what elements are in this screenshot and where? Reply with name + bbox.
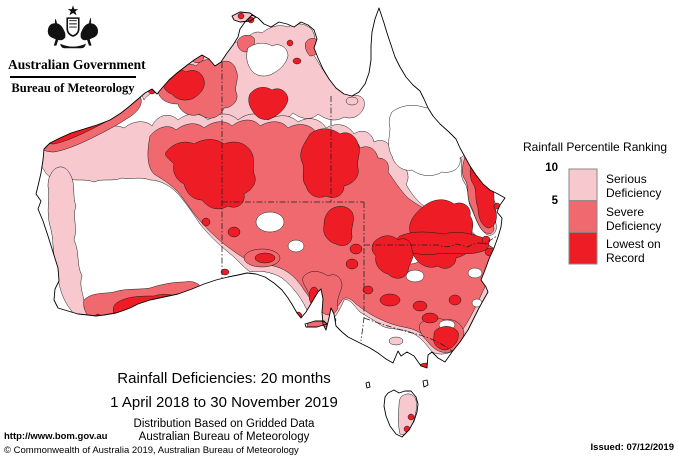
deficiency-spot xyxy=(220,268,230,276)
region-lowest-nsw xyxy=(371,235,414,279)
border-nsw-vic xyxy=(363,317,453,352)
border-qld-nsw xyxy=(364,235,498,248)
legend-swatch-lowest xyxy=(568,231,598,265)
government-title: Australian Government xyxy=(8,57,146,72)
region-severe-sa-gulfs xyxy=(302,271,343,316)
state-borders xyxy=(221,62,498,352)
deficiency-spot xyxy=(362,285,374,295)
deficiency-spot xyxy=(448,294,462,306)
legend-label-serious: Serious Deficiency xyxy=(606,172,662,200)
hole-spot xyxy=(255,211,285,233)
deficiency-spot xyxy=(412,300,428,312)
legend-label-lowest: Lowest on Record xyxy=(606,237,661,265)
legend-label-severe: Severe Deficiency xyxy=(606,205,662,233)
deficiency-spot xyxy=(379,293,401,307)
legend-title: Rainfall Percentile Ranking xyxy=(523,140,668,154)
caption-period: 1 April 2018 to 30 November 2019 xyxy=(110,394,338,411)
region-lowest-central-wa xyxy=(165,139,256,210)
footer-issued-date: Issued: 07/12/2019 xyxy=(590,442,674,453)
deficiency-spot xyxy=(237,12,245,20)
deficiency-spot xyxy=(94,313,102,321)
hole-top-end xyxy=(246,43,289,77)
deficiency-spot xyxy=(421,312,439,324)
header-branding: Australian Government Bureau of Meteorol… xyxy=(8,4,146,96)
hole-spot xyxy=(467,267,483,279)
deficiency-spot xyxy=(345,258,359,270)
map-caption: Rainfall Deficiencies: 20 months 1 April… xyxy=(74,370,374,444)
bureau-title: Bureau of Meteorology xyxy=(11,80,135,95)
deficiency-spot xyxy=(147,85,157,95)
region-lowest-nt xyxy=(300,128,360,198)
deficiency-spot xyxy=(254,252,276,264)
region-lowest-nt-qld-link xyxy=(323,206,354,246)
footer-copyright: © Commonwealth of Australia 2019, Austra… xyxy=(4,445,299,456)
deficiency-spot xyxy=(201,217,211,227)
footer-url: http://www.bom.gov.au xyxy=(4,431,108,442)
hole-spot xyxy=(405,269,425,283)
legend-color-bar xyxy=(568,168,598,265)
legend-swatch-severe xyxy=(568,200,598,233)
deficiency-regions xyxy=(38,11,504,435)
deficiency-spot xyxy=(349,243,363,255)
deficiency-spot xyxy=(227,226,241,238)
region-lowest-kimberley xyxy=(163,69,205,101)
legend-swatch-serious xyxy=(568,168,598,202)
deficiency-spot xyxy=(407,413,415,421)
deficiency-spot xyxy=(286,39,294,47)
deficiency-spot xyxy=(308,286,320,306)
legend-tick-5: 5 xyxy=(551,195,558,207)
legend-tick-10: 10 xyxy=(545,162,558,174)
branding-divider xyxy=(10,76,136,78)
hole-central-qld xyxy=(388,104,472,176)
deficiency-spot xyxy=(293,311,303,321)
caption-source-method: Distribution Based on Gridded Data xyxy=(133,418,315,430)
coat-of-arms-icon xyxy=(47,5,99,49)
caption-title: Rainfall Deficiencies: 20 months xyxy=(117,370,331,387)
hole-spot xyxy=(287,239,305,253)
deficiency-spot xyxy=(292,57,302,65)
region-lowest-ne-vic xyxy=(433,326,459,351)
deficiency-spot xyxy=(345,96,359,106)
deficiency-spot xyxy=(388,336,404,346)
caption-source-org: Australian Bureau of Meteorology xyxy=(138,431,310,443)
region-lowest-nt-north xyxy=(248,87,289,120)
